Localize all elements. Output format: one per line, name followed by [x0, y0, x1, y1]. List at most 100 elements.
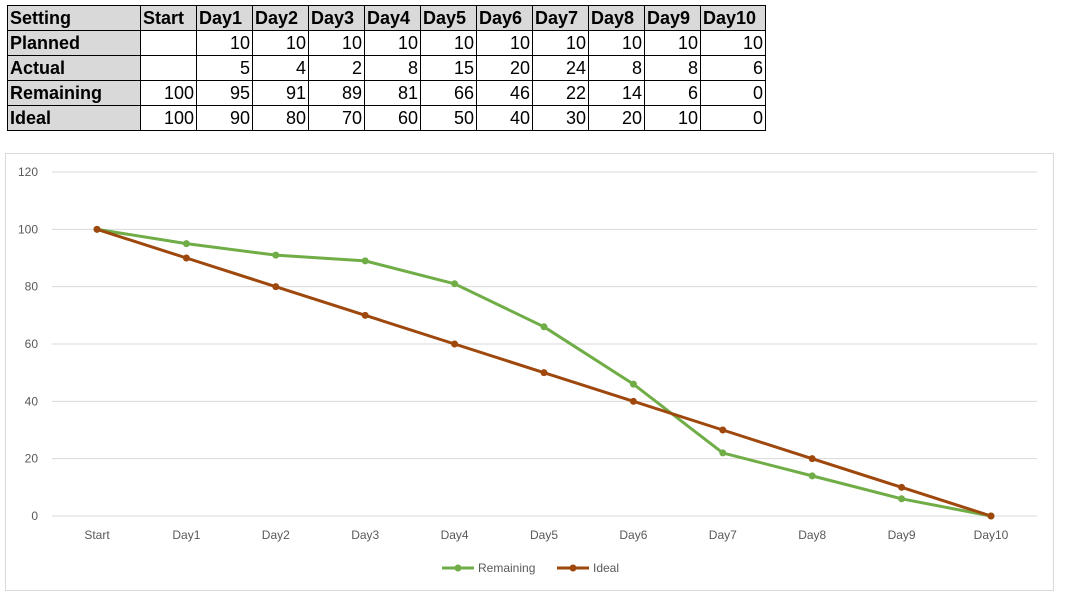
chart-svg: 0 20 40 60 80 100 120 Start Day1 Day2 Day3 Day4 Day5…: [18, 165, 1037, 575]
table-cell: 0: [700, 105, 766, 131]
y-tick-label: 100: [18, 222, 38, 236]
table-cell: 95: [196, 80, 253, 106]
table-header-cell: Day8: [588, 5, 645, 31]
data-point-ideal: [629, 397, 637, 405]
table-cell: 10: [196, 30, 253, 56]
data-point-ideal: [987, 512, 995, 520]
x-tick-label: Day6: [619, 528, 647, 542]
data-point-ideal: [272, 283, 280, 291]
table-cell: 6: [700, 55, 766, 81]
data-point-remaining: [808, 472, 816, 480]
burndown-chart: 0 20 40 60 80 100 120 Start Day1 Day2 Day3 Day4 Day5…: [5, 153, 1054, 591]
table-row: Actual 5 4 2 8 15 20 24 8 8 6: [7, 55, 766, 81]
table-header-cell: Day9: [644, 5, 701, 31]
legend-label: Remaining: [478, 561, 535, 575]
table-cell: 91: [252, 80, 309, 106]
data-point-remaining: [898, 495, 906, 503]
x-tick-label: Day9: [888, 528, 916, 542]
table-cell: 0: [700, 80, 766, 106]
x-tick-label: Day1: [172, 528, 200, 542]
row-label: Ideal: [7, 105, 141, 131]
y-tick-label: 0: [31, 509, 38, 523]
x-tick-label: Day3: [351, 528, 379, 542]
legend-swatch-marker: [454, 564, 462, 572]
table-cell: 8: [644, 55, 701, 81]
y-tick-label: 40: [25, 394, 39, 408]
table-cell: 24: [532, 55, 589, 81]
table-cell: 20: [476, 55, 533, 81]
y-tick-label: 120: [18, 165, 38, 179]
table-cell: 46: [476, 80, 533, 106]
data-point-ideal: [808, 455, 816, 463]
table-cell: 2: [308, 55, 365, 81]
table-header-cell: Start: [140, 5, 197, 31]
table-cell: 89: [308, 80, 365, 106]
table-cell: 4: [252, 55, 309, 81]
table-cell: 10: [644, 105, 701, 131]
table-cell: 60: [364, 105, 421, 131]
table-cell: 100: [140, 105, 197, 131]
table-cell: 90: [196, 105, 253, 131]
table-cell: 66: [420, 80, 477, 106]
table-cell: 10: [700, 30, 766, 56]
table-header-cell: Setting: [7, 5, 141, 31]
legend-label: Ideal: [593, 561, 619, 575]
table-cell: 6: [644, 80, 701, 106]
table-header-cell: Day6: [476, 5, 533, 31]
table-cell: 70: [308, 105, 365, 131]
row-label: Actual: [7, 55, 141, 81]
data-point-ideal: [93, 225, 101, 233]
table-header-cell: Day7: [532, 5, 589, 31]
data-point-ideal: [182, 254, 190, 262]
table-cell: 100: [140, 80, 197, 106]
table-cell: 5: [196, 55, 253, 81]
table-header-cell: Day2: [252, 5, 309, 31]
table-cell: [140, 55, 197, 81]
table-cell: 10: [476, 30, 533, 56]
y-tick-label: 80: [25, 280, 39, 294]
x-tick-label: Start: [84, 528, 110, 542]
x-tick-label: Day5: [530, 528, 558, 542]
data-point-remaining: [272, 251, 280, 259]
x-tick-label: Day8: [798, 528, 826, 542]
data-point-ideal: [719, 426, 727, 434]
x-tick-label: Day2: [262, 528, 290, 542]
table-cell: 30: [532, 105, 589, 131]
table-row: Planned 10 10 10 10 10 10 10 10 10 10: [7, 30, 766, 56]
table-cell: 8: [588, 55, 645, 81]
table-header-cell: Day4: [364, 5, 421, 31]
table-cell: 15: [420, 55, 477, 81]
table-cell: 14: [588, 80, 645, 106]
table-cell: 10: [308, 30, 365, 56]
y-tick-label: 60: [25, 337, 39, 351]
data-table: Setting Start Day1 Day2 Day3 Day4 Day5 Day6 Day7…: [7, 5, 766, 131]
table-header-cell: Day5: [420, 5, 477, 31]
x-tick-label: Day10: [974, 528, 1009, 542]
table-cell: 81: [364, 80, 421, 106]
row-label: Planned: [7, 30, 141, 56]
table-cell: 8: [364, 55, 421, 81]
row-label: Remaining: [7, 80, 141, 106]
data-point-remaining: [182, 240, 190, 248]
table-cell: 20: [588, 105, 645, 131]
table-cell: 40: [476, 105, 533, 131]
table-cell: 10: [420, 30, 477, 56]
table-cell: 50: [420, 105, 477, 131]
data-table-body: Setting Start Day1 Day2 Day3 Day4 Day5 Day6 Day7…: [7, 5, 766, 131]
table-header-row: Setting Start Day1 Day2 Day3 Day4 Day5 Day6 Day7…: [7, 5, 766, 31]
table-cell: 10: [644, 30, 701, 56]
data-point-remaining: [719, 449, 727, 457]
table-header-cell: Day3: [308, 5, 365, 31]
data-point-ideal: [898, 483, 906, 491]
table-cell: 80: [252, 105, 309, 131]
table-header-cell: Day1: [196, 5, 253, 31]
data-point-remaining: [451, 280, 459, 288]
data-point-ideal: [540, 369, 548, 377]
y-tick-label: 20: [25, 452, 39, 466]
data-point-ideal: [361, 311, 369, 319]
table-cell: 10: [364, 30, 421, 56]
table-row: Remaining 100 95 91 89 81 66 46 22 14 6 0: [7, 80, 766, 106]
legend-swatch-marker: [569, 564, 577, 572]
data-point-remaining: [540, 323, 548, 331]
table-cell: 10: [588, 30, 645, 56]
